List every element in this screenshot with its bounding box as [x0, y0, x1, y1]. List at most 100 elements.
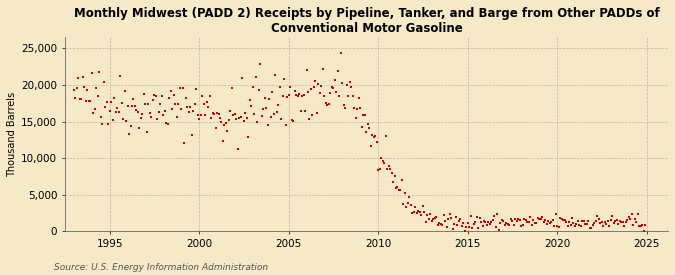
Point — [410, 205, 421, 210]
Point — [528, 218, 539, 222]
Point — [392, 185, 403, 189]
Point — [619, 223, 630, 228]
Point — [355, 106, 366, 111]
Point — [221, 121, 232, 126]
Point — [86, 71, 97, 75]
Point — [365, 144, 376, 148]
Point — [474, 216, 485, 220]
Point — [604, 224, 615, 228]
Point — [387, 180, 398, 185]
Point — [325, 91, 335, 96]
Point — [434, 221, 445, 225]
Point — [562, 224, 573, 228]
Point — [452, 223, 462, 227]
Point — [225, 109, 236, 114]
Point — [605, 218, 616, 222]
Point — [632, 211, 643, 216]
Point — [310, 79, 321, 83]
Point — [377, 159, 388, 163]
Point — [279, 76, 290, 81]
Point — [206, 116, 217, 120]
Point — [554, 225, 564, 229]
Point — [215, 116, 225, 120]
Point — [472, 226, 483, 230]
Point — [597, 220, 608, 225]
Point — [116, 101, 127, 106]
Point — [440, 219, 451, 223]
Point — [507, 219, 518, 223]
Point — [198, 102, 209, 106]
Point — [321, 101, 331, 106]
Point — [626, 211, 637, 216]
Point — [389, 174, 400, 178]
Point — [607, 214, 618, 218]
Point — [97, 122, 107, 126]
Point — [268, 112, 279, 117]
Point — [407, 210, 418, 215]
Point — [131, 108, 142, 112]
Point — [504, 222, 515, 227]
Point — [343, 94, 354, 98]
Point — [629, 217, 640, 221]
Point — [591, 219, 601, 223]
Point — [185, 105, 196, 109]
Point — [425, 212, 435, 216]
Point — [144, 111, 155, 116]
Point — [286, 117, 297, 122]
Point — [236, 115, 246, 119]
Point — [91, 86, 102, 90]
Point — [189, 101, 200, 106]
Point — [223, 118, 234, 123]
Point — [498, 219, 509, 224]
Point — [547, 218, 558, 222]
Point — [232, 147, 243, 151]
Point — [316, 84, 327, 89]
Point — [213, 111, 224, 116]
Point — [448, 226, 458, 231]
Point — [255, 62, 266, 67]
Point — [291, 93, 302, 97]
Point — [556, 217, 567, 221]
Point — [192, 113, 203, 117]
Point — [130, 104, 140, 108]
Point — [489, 214, 500, 218]
Point — [136, 116, 146, 120]
Point — [535, 217, 546, 221]
Point — [541, 221, 552, 226]
Point — [364, 126, 375, 130]
Point — [68, 88, 79, 92]
Point — [101, 100, 112, 104]
Point — [559, 218, 570, 222]
Point — [465, 214, 476, 218]
Point — [394, 188, 404, 192]
Point — [519, 217, 530, 222]
Point — [395, 188, 406, 192]
Point — [353, 96, 364, 100]
Point — [564, 220, 574, 224]
Point — [222, 129, 233, 133]
Point — [216, 119, 227, 124]
Point — [501, 221, 512, 226]
Point — [147, 98, 158, 103]
Point — [210, 125, 221, 130]
Point — [111, 105, 122, 110]
Point — [458, 221, 468, 225]
Point — [153, 110, 164, 115]
Point — [517, 222, 528, 227]
Point — [109, 96, 119, 100]
Point — [625, 216, 636, 221]
Point — [376, 156, 387, 161]
Point — [157, 93, 167, 98]
Point — [191, 87, 202, 91]
Point — [204, 94, 215, 98]
Point — [485, 222, 495, 226]
Point — [385, 167, 396, 172]
Point — [285, 85, 296, 89]
Point — [525, 215, 536, 219]
Point — [312, 111, 323, 115]
Point — [294, 92, 304, 96]
Point — [620, 220, 631, 224]
Point — [362, 122, 373, 126]
Point — [435, 222, 446, 227]
Point — [500, 223, 510, 227]
